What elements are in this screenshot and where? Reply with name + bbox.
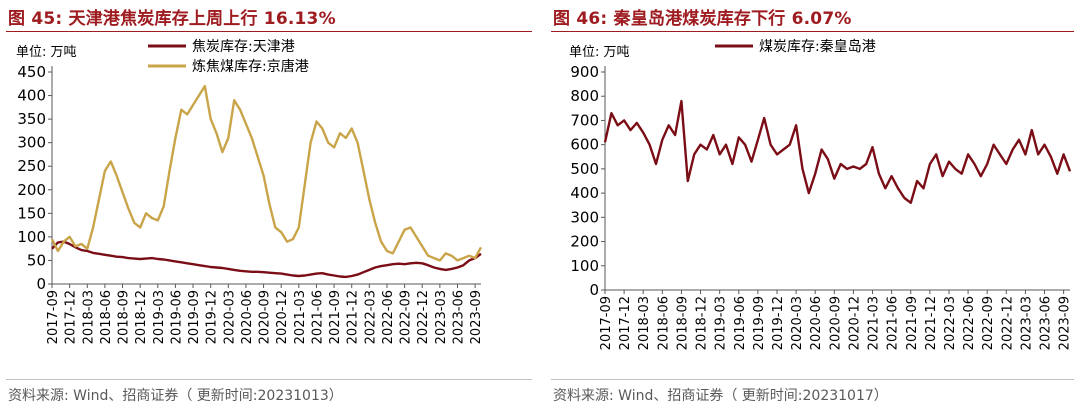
legend-label: 炼焦煤库存:京唐港 (192, 58, 309, 75)
y-tick-label: 150 (17, 204, 46, 222)
y-tick-label: 400 (17, 87, 46, 105)
x-tick-label: 2020-09 (258, 290, 273, 344)
x-tick-label: 2018-03 (81, 290, 96, 344)
y-tick-label: 200 (570, 233, 599, 251)
title-divider (551, 31, 1074, 32)
y-tick-label: 50 (27, 251, 46, 269)
series-line-1 (50, 84, 483, 262)
x-tick-label: 2018-09 (117, 290, 132, 344)
x-tick-label: 2021-12 (346, 290, 361, 344)
unit-label: 单位: 万吨 (569, 45, 630, 60)
x-tick-label: 2021-03 (293, 290, 308, 344)
x-tick-label: 2020-06 (809, 296, 824, 350)
series-line-0 (51, 240, 482, 279)
y-tick-label: 800 (570, 87, 599, 105)
x-tick-label: 2019-12 (205, 290, 220, 344)
x-tick-label: 2020-12 (847, 296, 862, 350)
y-tick-label: 350 (17, 110, 46, 128)
line-chart-qinhuangdao: 单位: 万吨 0 100 200 300 400 500 600 700 800 900 2017-0… (569, 39, 1073, 350)
x-tick-label: 2019-06 (169, 290, 184, 344)
source-note: 资料来源: Wind、招商证券（ 更新时间:20231013） (8, 388, 343, 404)
unit-label: 单位: 万吨 (16, 45, 77, 60)
x-tick-label: 2019-09 (187, 290, 202, 344)
x-tick-label: 2018-12 (134, 290, 149, 344)
x-tick-label: 2021-06 (886, 296, 901, 350)
figure-panel-right: 图 46: 秦皇岛港煤炭库存下行 6.07% 单位: 万吨 0 100 200 300 4… (545, 0, 1080, 414)
x-tick-label: 2023-03 (1019, 296, 1034, 350)
y-tick-label: 450 (17, 63, 46, 81)
y-tick-label: 400 (570, 184, 599, 202)
x-tick-label: 2019-03 (714, 296, 729, 350)
x-tick-label: 2018-09 (675, 296, 690, 350)
x-tick-label: 2020-06 (240, 290, 255, 344)
x-tick-label: 2018-03 (637, 296, 652, 350)
x-tick-label: 2023-09 (1058, 296, 1073, 350)
x-tick-label: 2017-09 (46, 290, 61, 344)
x-tick-label: 2023-09 (469, 290, 484, 344)
y-tick-label: 300 (570, 208, 599, 226)
line-chart-tianjin: 单位: 万吨 0 50 100 150 200 250 300 350 400 450 2017-09… (16, 39, 484, 344)
x-tick-label: 2017-12 (618, 296, 633, 350)
y-tick-label: 300 (17, 134, 46, 152)
x-tick-label: 2019-09 (752, 296, 767, 350)
y-tick-label: 250 (17, 157, 46, 175)
y-tick-label: 500 (570, 160, 599, 178)
x-tick-label: 2020-09 (828, 296, 843, 350)
series-line-0 (603, 99, 1072, 204)
x-tick-label: 2022-09 (981, 296, 996, 350)
x-tick-label: 2019-12 (771, 296, 786, 350)
x-tick-label: 2018-06 (656, 296, 671, 350)
x-tick-label: 2023-06 (1039, 296, 1054, 350)
y-tick-label: 0 (589, 281, 599, 299)
x-tick-label: 2021-09 (905, 296, 920, 350)
x-tick-label: 2017-12 (64, 290, 79, 344)
y-tick-label: 700 (570, 111, 599, 129)
x-tick-label: 2022-12 (1000, 296, 1015, 350)
x-tick-label: 2021-09 (328, 290, 343, 344)
legend-label: 煤炭库存:秦皇岛港 (759, 39, 876, 55)
x-tick-label: 2018-06 (99, 290, 114, 344)
x-tick-label: 2023-06 (451, 290, 466, 344)
x-tick-label: 2022-03 (363, 290, 378, 344)
x-tick-label: 2020-12 (275, 290, 290, 344)
x-tick-label: 2019-06 (733, 296, 748, 350)
x-tick-label: 2021-12 (924, 296, 939, 350)
x-tick-label: 2018-12 (695, 296, 710, 350)
figure-title: 图 46: 秦皇岛港煤炭库存下行 6.07% (553, 9, 852, 29)
x-tick-label: 2017-09 (599, 296, 614, 350)
x-tick-label: 2019-03 (152, 290, 167, 344)
x-tick-label: 2022-06 (962, 296, 977, 350)
x-tick-label: 2020-03 (790, 296, 805, 350)
source-note: 资料来源: Wind、招商证券（ 更新时间:20231017） (553, 388, 888, 404)
legend-label: 焦炭库存:天津港 (192, 39, 295, 55)
title-divider (6, 31, 532, 32)
x-tick-label: 2021-06 (310, 290, 325, 344)
y-tick-label: 200 (17, 181, 46, 199)
figure-panel-left: 图 45: 天津港焦炭库存上周上行 16.13% 单位: 万吨 0 50 100 150… (0, 0, 538, 414)
figure-title: 图 45: 天津港焦炭库存上周上行 16.13% (8, 9, 336, 29)
y-tick-label: 0 (36, 275, 46, 293)
y-tick-label: 600 (570, 136, 599, 154)
x-tick-label: 2021-03 (867, 296, 882, 350)
source-divider (551, 379, 1074, 380)
x-tick-label: 2022-06 (381, 290, 396, 344)
y-tick-label: 100 (17, 228, 46, 246)
x-tick-label: 2020-03 (222, 290, 237, 344)
y-tick-label: 100 (570, 257, 599, 275)
x-tick-label: 2022-09 (399, 290, 414, 344)
x-tick-label: 2022-03 (943, 296, 958, 350)
x-tick-label: 2023-03 (434, 290, 449, 344)
y-tick-label: 900 (570, 63, 599, 81)
source-divider (6, 379, 532, 380)
x-tick-label: 2022-12 (416, 290, 431, 344)
